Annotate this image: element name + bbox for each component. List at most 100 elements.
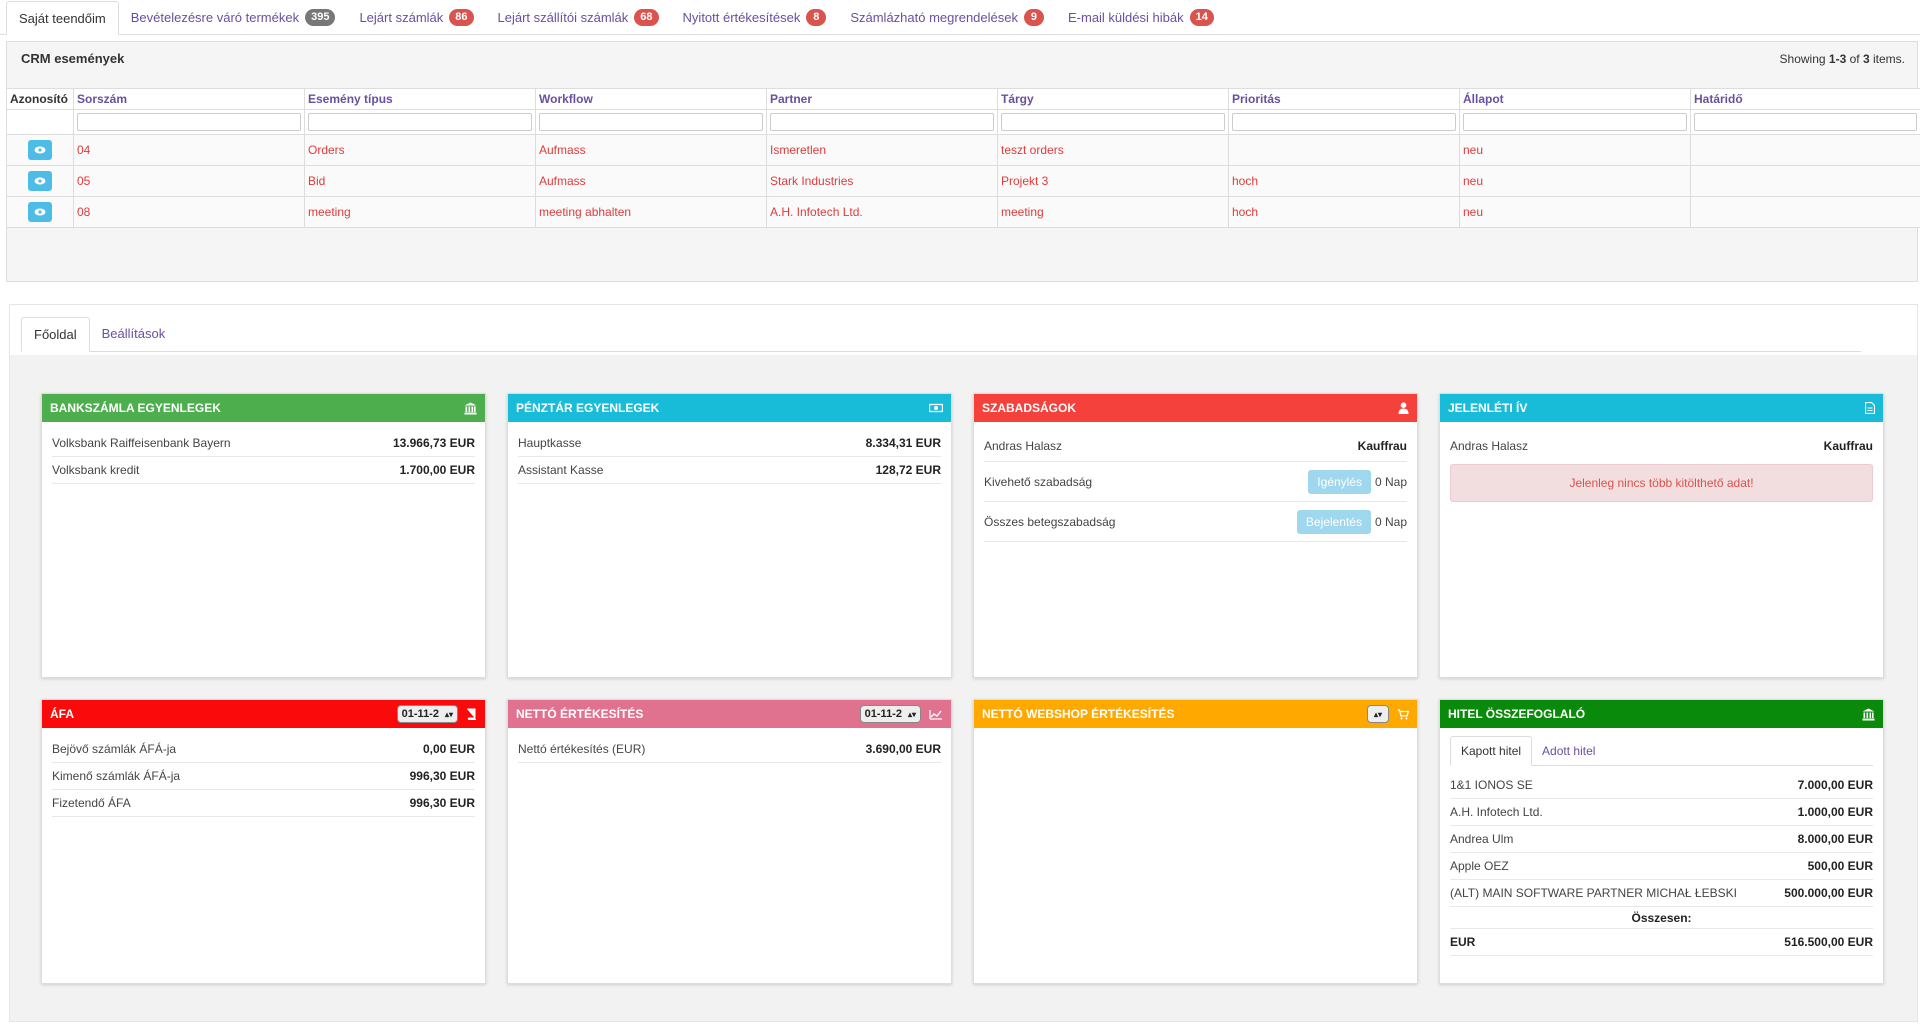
crm-panel-title: CRM események [21, 51, 125, 66]
card-header: NETTÓ WEBSHOP ÉRTÉKESÍTÉS ▴▾ [974, 700, 1417, 728]
filter-esemeny-tipus-input[interactable] [308, 113, 532, 131]
employee-role: Kauffrau [1357, 438, 1407, 453]
period-select[interactable]: 01-11-2 ▴▾ [859, 705, 921, 723]
tab-fooldal[interactable]: Főoldal [21, 317, 90, 352]
card-header: ÁFA 01-11-2 ▴▾ [42, 700, 485, 728]
col-esemeny-tipus[interactable]: Esemény típus [304, 88, 536, 110]
row-label: Andrea Ulm [1450, 832, 1514, 846]
user-icon [1398, 402, 1409, 414]
row-value: 8.334,31 EUR [865, 436, 941, 450]
cell-sorszam: 05 [73, 165, 305, 197]
col-partner[interactable]: Partner [766, 88, 998, 110]
tab-lejart-szallitoi[interactable]: Lejárt szállítói számlák 68 [486, 1, 671, 34]
loan-tabs: Kapott hitel Adott hitel [1450, 736, 1873, 766]
crm-panel-footer [7, 228, 1917, 270]
tab-label: Bevételezésre váró termékek [130, 10, 300, 25]
list-item: Volksbank kredit 1.700,00 EUR [52, 457, 475, 484]
table-row: 05 Bid Aufmass Stark Industries Projekt … [6, 165, 1920, 197]
line-chart-icon [929, 709, 942, 720]
filter-targy-input[interactable] [1001, 113, 1225, 131]
col-targy[interactable]: Tárgy [997, 88, 1229, 110]
tab-sajat-teendoim[interactable]: Saját teendőim [6, 1, 119, 35]
summary-of: of [1849, 51, 1860, 66]
col-prioritas[interactable]: Prioritás [1228, 88, 1460, 110]
row-label: Hauptkasse [518, 436, 582, 450]
table-header-row: Azonosító Sorszám Esemény típus Workflow… [6, 88, 1920, 110]
col-hatarido[interactable]: Határidő [1690, 88, 1920, 110]
cell-hatarido [1690, 134, 1920, 166]
row-label: 1&1 IONOS SE [1450, 778, 1533, 792]
card-header: SZABADSÁGOK [974, 394, 1417, 422]
loan-summary-card: HITEL ÖSSZEFOGLALÓ Kapott hitel Adott hi… [1439, 699, 1884, 984]
col-sorszam[interactable]: Sorszám [73, 88, 305, 110]
view-eye-button[interactable] [28, 171, 52, 191]
cell-partner: Ismeretlen [766, 134, 998, 166]
select-arrows-icon: ▴▾ [444, 709, 453, 719]
table-row: 04 Orders Aufmass Ismeretlen teszt order… [6, 134, 1920, 166]
filter-workflow-input[interactable] [539, 113, 763, 131]
filter-sorszam-input[interactable] [77, 113, 301, 131]
total-label: Összesen: [1450, 907, 1873, 929]
row-value: 8.000,00 EUR [1797, 832, 1873, 846]
card-title: JELENLÉTI ÍV [1448, 401, 1528, 415]
count-badge: 14 [1189, 9, 1214, 26]
tab-nyitott-ertekesitesek[interactable]: Nyitott értékesítések 8 [671, 1, 839, 34]
col-allapot[interactable]: Állapot [1459, 88, 1691, 110]
report-sick-leave-button[interactable]: Bejelentés [1296, 509, 1371, 534]
request-leave-button[interactable]: Igénylés [1308, 469, 1371, 494]
view-eye-button[interactable] [28, 140, 52, 160]
list-item: 1&1 IONOS SE 7.000,00 EUR [1450, 772, 1873, 799]
row-label: A.H. Infotech Ltd. [1450, 805, 1543, 819]
employee-role: Kauffrau [1823, 439, 1873, 453]
crm-events-panel: CRM események Showing 1-3 of 3 items. Az… [6, 41, 1920, 282]
list-item: Összes betegszabadság Bejelentés 0 Nap [984, 502, 1407, 542]
summary-range: 1-3 [1828, 51, 1847, 66]
tab-szamlazhato-megrendelesek[interactable]: Számlázható megrendelések 9 [838, 1, 1056, 34]
tab-email-kuldesi-hibak[interactable]: E-mail küldési hibák 14 [1056, 1, 1226, 34]
period-select[interactable]: 01-11-2 ▴▾ [396, 705, 458, 723]
tab-kapott-hitel[interactable]: Kapott hitel [1450, 736, 1533, 766]
filter-row [6, 109, 1920, 135]
filter-prioritas-input[interactable] [1232, 113, 1456, 131]
tab-lejart-szamlak[interactable]: Lejárt számlák 86 [347, 1, 485, 34]
count-badge: 68 [634, 9, 659, 26]
filter-partner-input[interactable] [770, 113, 994, 131]
dashboard-tabs: Főoldal Beállítások [21, 316, 1861, 352]
cell-tipus: Orders [304, 134, 536, 166]
row-value: 996,30 EUR [409, 796, 475, 810]
view-eye-button[interactable] [28, 202, 52, 222]
count-badge: 395 [305, 9, 336, 26]
employee-row: Andras Halasz Kauffrau [1450, 430, 1873, 462]
cell-sorszam: 08 [73, 196, 305, 228]
cell-targy: teszt orders [997, 134, 1229, 166]
list-item: Volksbank Raiffeisenbank Bayern 13.966,73… [52, 430, 475, 457]
cell-targy: meeting [997, 196, 1229, 228]
period-select-value: 01-11-2 [864, 708, 902, 720]
tab-label: Számlázható megrendelések [850, 10, 1018, 25]
eye-icon [34, 146, 46, 154]
filter-allapot-input[interactable] [1463, 113, 1687, 131]
card-title: NETTÓ WEBSHOP ÉRTÉKESÍTÉS [982, 707, 1175, 721]
cell-workflow: meeting abhalten [535, 196, 767, 228]
card-header: NETTÓ ÉRTÉKESÍTÉS 01-11-2 ▴▾ [508, 700, 951, 728]
webshop-sales-card: NETTÓ WEBSHOP ÉRTÉKESÍTÉS ▴▾ [973, 699, 1418, 984]
tab-bevetelezesre-varo[interactable]: Bevételezésre váró termékek 395 [119, 1, 348, 34]
tab-beallitasok[interactable]: Beállítások [101, 326, 166, 341]
filter-hatarido-input[interactable] [1694, 113, 1917, 131]
crm-panel-header: CRM események Showing 1-3 of 3 items. [7, 42, 1917, 75]
cash-balances-card: PÉNZTÁR EGYENLEGEK Hauptkasse 8.334,31 EU… [507, 393, 952, 678]
list-item: Kimenő számlák ÁFÁ-ja 996,30 EUR [52, 763, 475, 790]
row-value: 500.000,00 EUR [1784, 886, 1873, 900]
bank-icon [1862, 708, 1875, 720]
col-workflow[interactable]: Workflow [535, 88, 767, 110]
card-title: HITEL ÖSSZEFOGLALÓ [1448, 707, 1586, 721]
tab-label: E-mail küldési hibák [1067, 10, 1184, 25]
total-value: 516.500,00 EUR [1784, 935, 1873, 949]
row-label: Kivehető szabadság [984, 474, 1093, 489]
period-select[interactable]: ▴▾ [1367, 705, 1389, 723]
cell-targy: Projekt 3 [997, 165, 1229, 197]
tab-label: Lejárt szállítói számlák [497, 10, 629, 25]
row-value: 13.966,73 EUR [392, 436, 475, 450]
tab-adott-hitel[interactable]: Adott hitel [1542, 743, 1596, 758]
dashboard-widgets: BANKSZÁMLA EGYENLEGEK Volksbank Raiffeis… [10, 355, 1917, 1021]
